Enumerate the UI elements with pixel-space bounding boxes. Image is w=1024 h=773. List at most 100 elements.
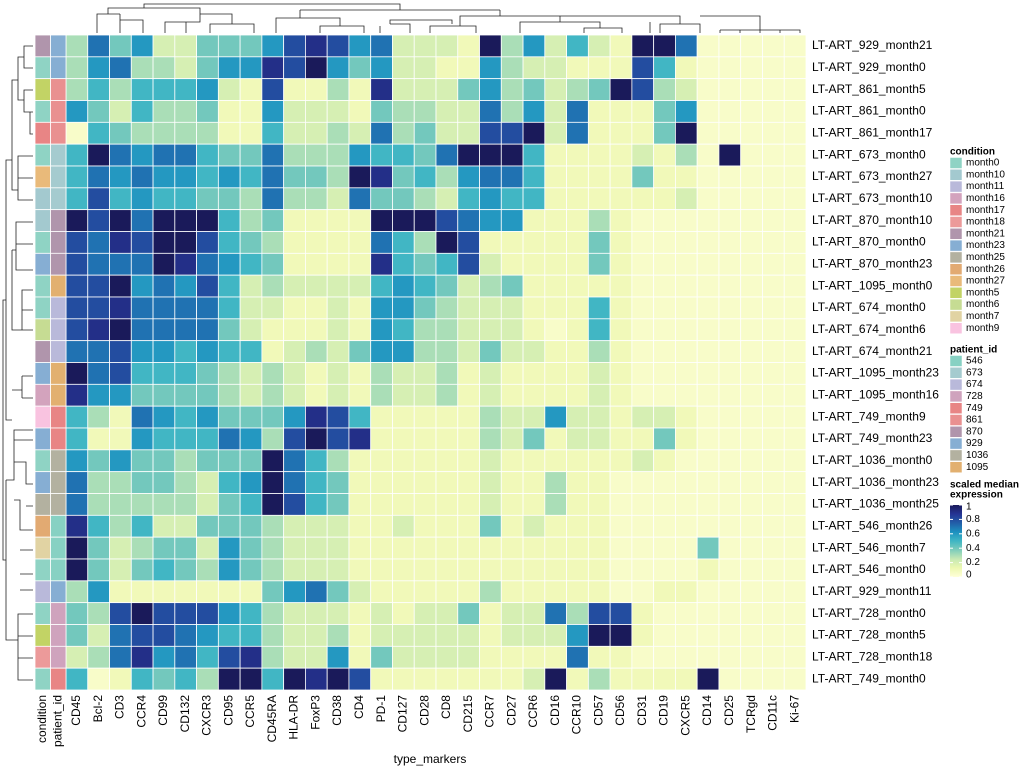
heatmap-cell [653,78,676,101]
heatmap-cell [696,231,720,254]
heatmap-cell [283,252,306,276]
heatmap-cell [261,667,285,691]
heatmap-cell [196,121,219,145]
heatmap-cell [631,558,655,582]
heatmap-cell [566,121,589,145]
heatmap-cell [283,165,306,189]
heatmap-cell [174,471,197,494]
heatmap-cell [87,362,110,385]
heatmap-cell [566,187,589,211]
heatmap-cell [392,340,415,363]
heatmap-cell [283,78,306,101]
heatmap-cell [348,34,372,58]
heatmap-cell [479,121,502,145]
heatmap-cell [479,514,502,538]
heatmap-cell [217,493,241,516]
heatmap-cell [609,296,633,320]
heatmap-cell [522,580,546,604]
heatmap-cell [413,383,437,407]
heatmap-cell [566,34,589,58]
column-label: CD45RA [265,695,279,742]
heatmap-cell [696,209,720,232]
heatmap-cell [587,667,611,691]
annotation-cell [50,383,67,407]
heatmap-cell [631,78,655,101]
heatmap-cell [631,296,655,320]
heatmap-cell [392,231,415,254]
heatmap-cell [87,100,110,123]
heatmap-cell [326,187,350,211]
heatmap-cell [326,645,350,669]
heatmap-cell [675,231,698,254]
heatmap-cell [305,231,328,254]
heatmap-cell [609,558,633,582]
heatmap-cell [457,252,480,276]
heatmap-cell [566,78,589,101]
heatmap-cell [370,645,393,669]
heatmap-cell [675,100,698,123]
heatmap-cell [500,296,524,320]
heatmap-cell [130,405,154,429]
legend-swatch [949,157,963,169]
heatmap-cell [696,624,720,647]
annotation-label: patient_id [50,695,64,747]
heatmap-cell [174,667,197,691]
heatmap-cell [457,427,480,451]
row-label: LT-ART_1036_month0 [812,453,933,467]
heatmap-cell [87,405,110,429]
heatmap-cell [109,602,132,625]
heatmap-cell [653,493,676,516]
heatmap-cell [65,427,89,451]
heatmap-cell [152,405,176,429]
row-label: LT-ART_749_month0 [812,671,926,685]
heatmap-cell [609,624,633,647]
heatmap-cell [217,78,241,101]
heatmap-cell [457,274,480,298]
annotation-cell [50,449,67,473]
column-label: CCR5 [243,695,257,728]
heatmap-cell [479,143,502,167]
legend-label: 673 [966,367,983,378]
heatmap-cell [544,121,567,145]
heatmap-cell [653,252,676,276]
heatmap-cell [130,645,154,669]
legend-label: 870 [966,426,983,437]
annotation-cell [50,56,67,80]
heatmap-cell [196,405,219,429]
heatmap-cell [435,602,459,625]
heatmap-cell [740,318,763,342]
heatmap-cell [783,187,807,211]
heatmap-cell [174,493,197,516]
annotation-cell [50,340,67,363]
heatmap-cell [435,78,459,101]
heatmap-cell [762,100,785,123]
heatmap-cell [762,252,785,276]
heatmap-cell [566,231,589,254]
heatmap-cell [413,580,437,604]
heatmap-cell [500,667,524,691]
heatmap-cell [261,493,285,516]
heatmap-cell [326,493,350,516]
heatmap-cell [500,274,524,298]
heatmap-cell [522,427,546,451]
heatmap-cell [370,580,393,604]
heatmap-cell [370,296,393,320]
heatmap-cell [239,274,263,298]
heatmap-cell [348,78,372,101]
heatmap-cell [370,536,393,560]
row-label: LT-ART_861_month5 [812,82,926,96]
heatmap-cell [65,645,89,669]
heatmap-cell [152,100,176,123]
heatmap-cell [609,383,633,407]
heatmap-cell [479,165,502,189]
heatmap-cell [348,427,372,451]
heatmap-cell [413,471,437,494]
heatmap-cell [348,143,372,167]
heatmap-cell [566,449,589,473]
heatmap-cell [740,100,763,123]
heatmap-cell [587,34,611,58]
row-label: LT-ART_673_month27 [812,169,933,183]
heatmap-cell [718,56,742,80]
heatmap-cell [348,558,372,582]
heatmap-cell [762,296,785,320]
